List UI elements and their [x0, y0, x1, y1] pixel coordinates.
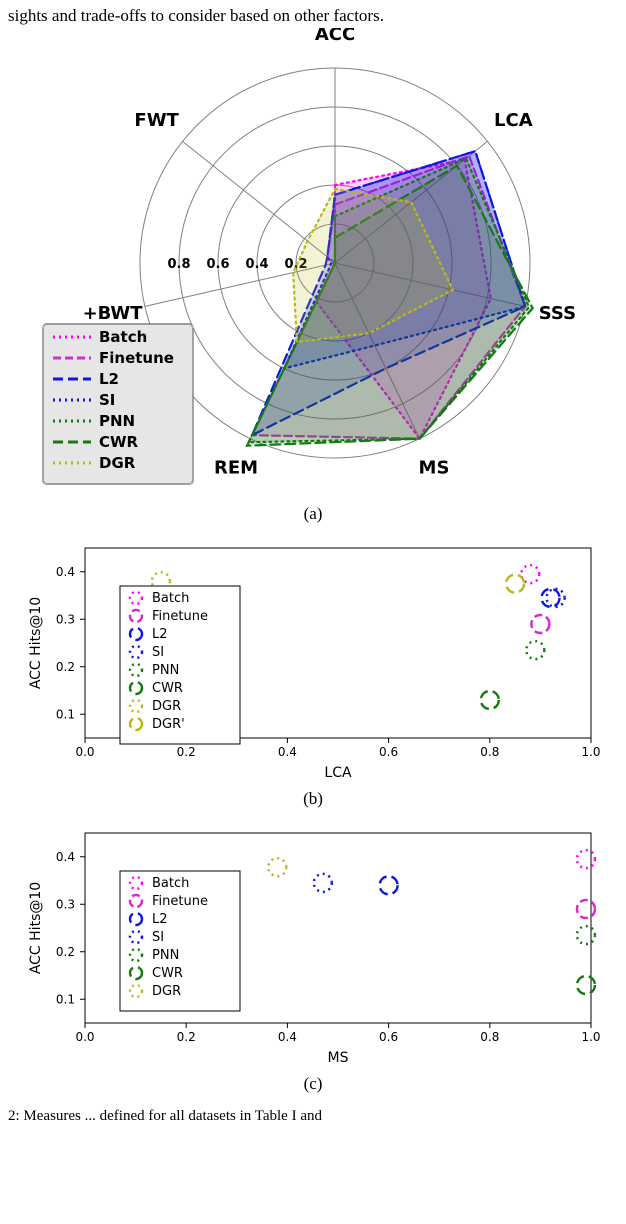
- svg-text:Finetune: Finetune: [152, 894, 208, 909]
- svg-text:0.4: 0.4: [56, 565, 75, 579]
- svg-text:Batch: Batch: [152, 591, 189, 606]
- svg-text:0.4: 0.4: [278, 1030, 297, 1044]
- svg-text:SI: SI: [99, 391, 115, 409]
- svg-text:ACC Hits@10: ACC Hits@10: [28, 882, 44, 974]
- svg-text:ACC Hits@10: ACC Hits@10: [28, 597, 44, 689]
- svg-text:0.2: 0.2: [56, 945, 75, 959]
- sublabel-c: (c): [0, 1074, 626, 1094]
- svg-text:0.4: 0.4: [278, 745, 297, 759]
- svg-text:ACC: ACC: [315, 28, 355, 45]
- svg-text:1.0: 1.0: [581, 745, 600, 759]
- svg-text:0.3: 0.3: [56, 612, 75, 626]
- svg-text:Finetune: Finetune: [99, 349, 174, 367]
- svg-text:Batch: Batch: [99, 328, 147, 346]
- svg-text:DGR: DGR: [99, 454, 136, 472]
- svg-text:L2: L2: [152, 912, 168, 927]
- svg-text:REM: REM: [214, 458, 258, 479]
- svg-text:0.6: 0.6: [206, 257, 229, 272]
- svg-text:0.8: 0.8: [167, 257, 190, 272]
- svg-text:1.0: 1.0: [581, 1030, 600, 1044]
- svg-text:L2: L2: [99, 370, 119, 388]
- svg-text:PNN: PNN: [152, 663, 179, 678]
- svg-text:0.2: 0.2: [177, 1030, 196, 1044]
- svg-text:DGR: DGR: [152, 984, 181, 999]
- svg-text:0.8: 0.8: [480, 745, 499, 759]
- svg-text:LCA: LCA: [494, 110, 533, 131]
- svg-text:DGR': DGR': [152, 717, 185, 732]
- svg-text:0.6: 0.6: [379, 745, 398, 759]
- svg-text:0.4: 0.4: [56, 850, 75, 864]
- truncated-footer-text: 2: Measures ... defined for all datasets…: [0, 1108, 626, 1129]
- sublabel-a: (a): [0, 504, 626, 524]
- svg-text:L2: L2: [152, 627, 168, 642]
- scatter-b: 0.0 0.2 0.4 0.6 0.8 1.0 0.1 0.2 0.3 0.4 LCA ACC Hit…: [15, 538, 611, 783]
- svg-text:+BWT: +BWT: [83, 303, 144, 324]
- svg-text:DGR: DGR: [152, 699, 181, 714]
- svg-text:SI: SI: [152, 645, 164, 660]
- svg-text:0.4: 0.4: [245, 257, 268, 272]
- svg-text:0.1: 0.1: [56, 707, 75, 721]
- svg-text:0.1: 0.1: [56, 992, 75, 1006]
- svg-text:FWT: FWT: [134, 110, 179, 131]
- svg-text:0.0: 0.0: [75, 1030, 94, 1044]
- svg-text:0.2: 0.2: [177, 745, 196, 759]
- svg-text:CWR: CWR: [152, 966, 183, 981]
- truncated-header-text: sights and trade-offs to consider based …: [0, 0, 626, 28]
- svg-text:MS: MS: [419, 458, 450, 479]
- svg-text:PNN: PNN: [99, 412, 135, 430]
- svg-text:LCA: LCA: [324, 765, 352, 781]
- svg-text:SI: SI: [152, 930, 164, 945]
- sublabel-b: (b): [0, 789, 626, 809]
- svg-text:0.3: 0.3: [56, 897, 75, 911]
- svg-text:0.6: 0.6: [379, 1030, 398, 1044]
- svg-text:0.0: 0.0: [75, 745, 94, 759]
- svg-text:MS: MS: [328, 1050, 349, 1066]
- svg-text:PNN: PNN: [152, 948, 179, 963]
- svg-text:Batch: Batch: [152, 876, 189, 891]
- radar-chart: ACCLCASSSMSREM+BWTFWT0.20.40.60.8BatchFi…: [15, 28, 611, 498]
- svg-text:Finetune: Finetune: [152, 609, 208, 624]
- svg-text:CWR: CWR: [99, 433, 139, 451]
- svg-text:SSS: SSS: [539, 303, 576, 324]
- svg-text:0.8: 0.8: [480, 1030, 499, 1044]
- svg-text:0.2: 0.2: [56, 660, 75, 674]
- scatter-c: 0.0 0.2 0.4 0.6 0.8 1.0 0.1 0.2 0.3 0.4 MS ACC Hits…: [15, 823, 611, 1068]
- svg-text:CWR: CWR: [152, 681, 183, 696]
